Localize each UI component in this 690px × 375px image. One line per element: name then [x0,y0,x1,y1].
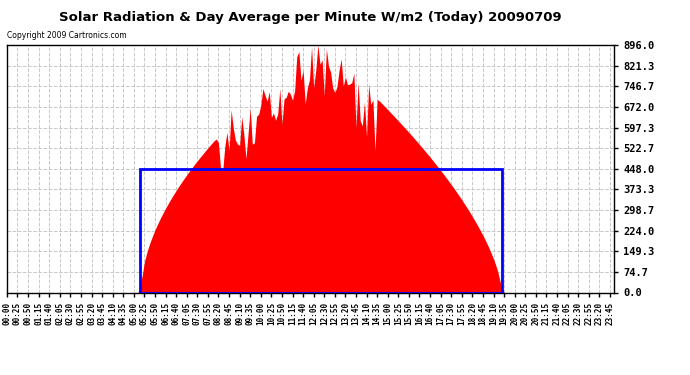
Text: Copyright 2009 Cartronics.com: Copyright 2009 Cartronics.com [7,31,126,40]
Bar [140,169,502,292]
Text: Solar Radiation & Day Average per Minute W/m2 (Today) 20090709: Solar Radiation & Day Average per Minute… [59,11,562,24]
